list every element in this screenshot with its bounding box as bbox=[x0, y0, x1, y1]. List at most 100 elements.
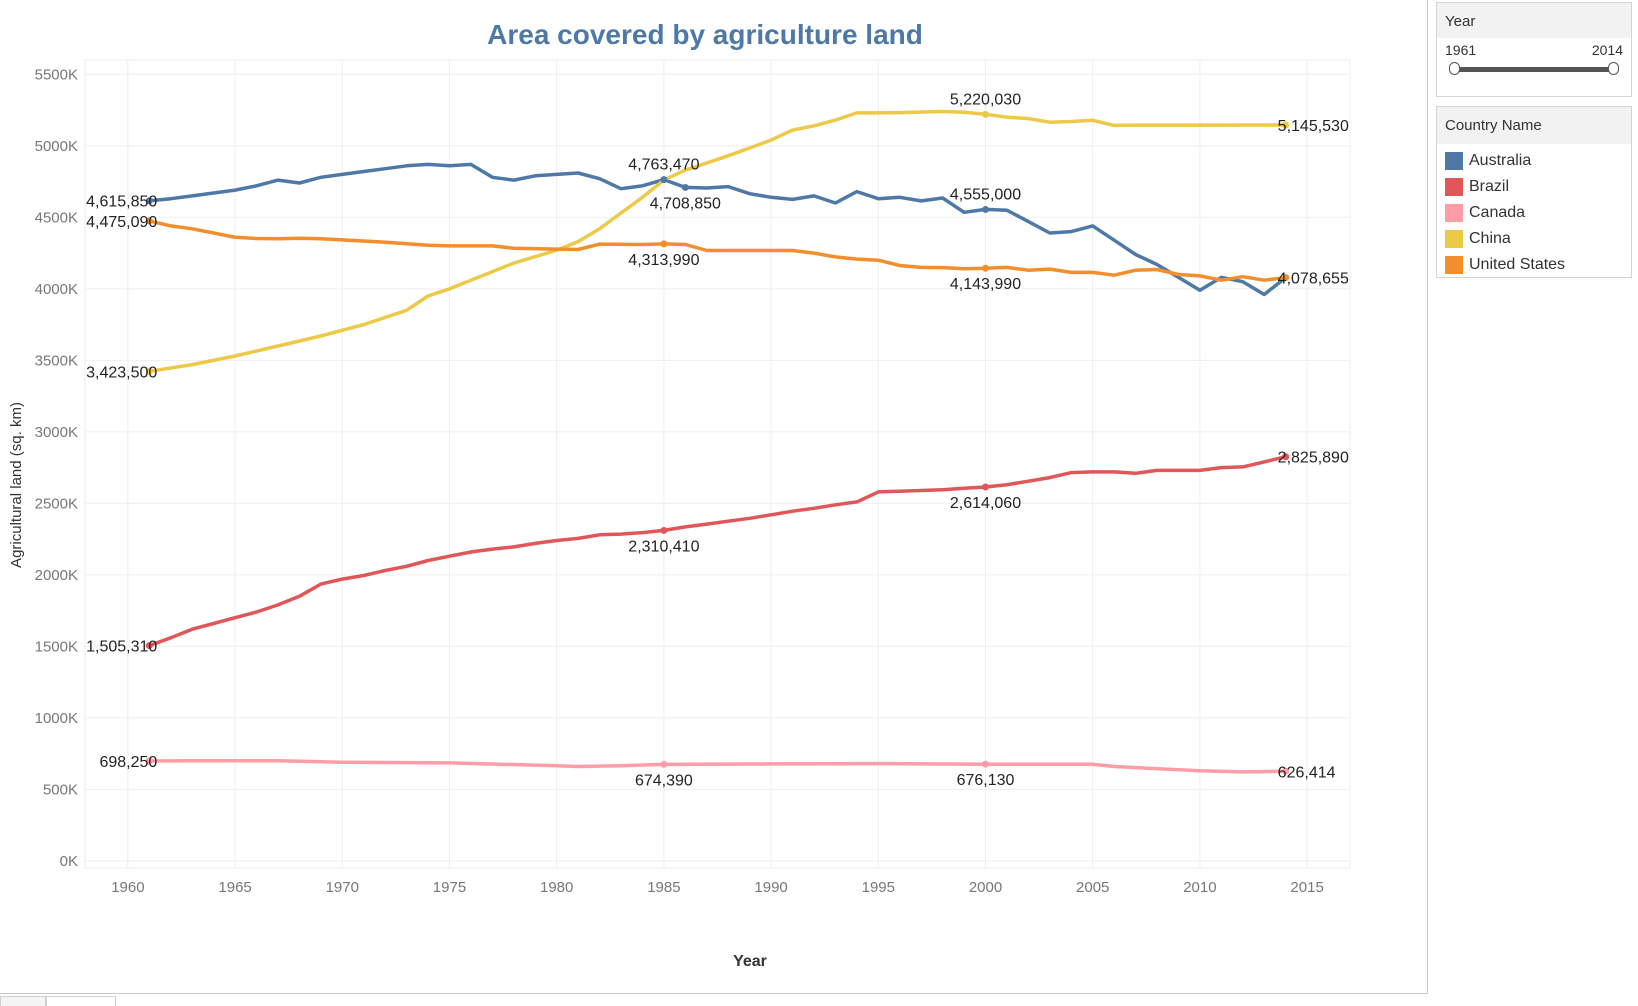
y-tick-label: 1500K bbox=[35, 638, 78, 655]
legend-items: Australia Brazil Canada China United States bbox=[1437, 144, 1631, 278]
legend-label: United States bbox=[1469, 256, 1566, 273]
x-tick-label: 1990 bbox=[754, 879, 787, 896]
legend-item-australia[interactable]: Australia bbox=[1437, 148, 1631, 174]
legend-swatch bbox=[1445, 178, 1463, 196]
data-point-marker[interactable] bbox=[145, 367, 153, 375]
data-label: 2,825,890 bbox=[1278, 450, 1349, 467]
x-tick-label: 1970 bbox=[326, 879, 359, 896]
x-tick-label: 1995 bbox=[862, 879, 895, 896]
data-point-marker[interactable] bbox=[982, 760, 990, 768]
data-label: 4,708,850 bbox=[650, 195, 721, 212]
series-line-china[interactable] bbox=[147, 109, 1288, 374]
y-tick-label: 3500K bbox=[35, 352, 78, 369]
year-slider-max-handle[interactable] bbox=[1608, 62, 1619, 75]
sheet-tab-active[interactable] bbox=[46, 996, 116, 1006]
legend-label: China bbox=[1469, 230, 1511, 247]
x-tick-label: 1980 bbox=[540, 879, 573, 896]
year-slider-min-handle[interactable] bbox=[1449, 62, 1460, 75]
legend-label: Canada bbox=[1469, 204, 1526, 221]
data-label: 676,130 bbox=[957, 772, 1015, 789]
data-point-marker[interactable] bbox=[145, 197, 153, 205]
data-label: 5,145,530 bbox=[1278, 118, 1349, 135]
x-tick-label: 1985 bbox=[647, 879, 680, 896]
legend-item-canada[interactable]: Canada bbox=[1437, 200, 1631, 226]
y-tick-label: 500K bbox=[43, 781, 78, 798]
series-line-canada[interactable] bbox=[147, 758, 1288, 774]
legend-item-united-states[interactable]: United States bbox=[1437, 252, 1631, 278]
year-range-max-label: 2014 bbox=[1591, 42, 1623, 58]
legend-item-brazil[interactable]: Brazil bbox=[1437, 174, 1631, 200]
data-label: 4,078,655 bbox=[1278, 271, 1349, 288]
legend-title: Country Name bbox=[1437, 107, 1631, 144]
data-point-marker[interactable] bbox=[1282, 453, 1290, 461]
y-tick-label: 2000K bbox=[35, 567, 78, 584]
data-point-marker[interactable] bbox=[145, 642, 153, 650]
x-tick-label: 2000 bbox=[969, 879, 1002, 896]
legend-swatch bbox=[1445, 256, 1463, 274]
data-point-marker[interactable] bbox=[982, 110, 990, 118]
data-label: 4,143,990 bbox=[950, 276, 1021, 293]
data-point-marker[interactable] bbox=[982, 483, 990, 491]
series-line-united-states[interactable] bbox=[147, 219, 1288, 282]
series-layer bbox=[147, 109, 1288, 774]
series-line-australia[interactable] bbox=[147, 162, 1288, 297]
data-label: 4,763,470 bbox=[628, 157, 699, 174]
x-tick-label: 1965 bbox=[218, 879, 251, 896]
series-line-brazil[interactable] bbox=[147, 454, 1288, 648]
data-label: 4,475,090 bbox=[86, 214, 157, 231]
data-point-marker[interactable] bbox=[660, 760, 668, 768]
data-label: 674,390 bbox=[635, 772, 693, 789]
y-tick-label: 3000K bbox=[35, 424, 78, 441]
line-chart: 0K 500K 1000K 1500K 2000K 2500K 3000K 3500K 4000… bbox=[8, 19, 1351, 970]
data-label-layer: 4,615,850 4,475,090 3,423,500 1,505,310 698,… bbox=[86, 91, 1349, 789]
data-point-marker[interactable] bbox=[1282, 121, 1290, 129]
data-label: 2,310,410 bbox=[628, 538, 699, 555]
x-tick-label: 2010 bbox=[1183, 879, 1216, 896]
x-tick-label: 2005 bbox=[1076, 879, 1109, 896]
data-label: 4,615,850 bbox=[86, 194, 157, 211]
y-tick-label: 1000K bbox=[35, 710, 78, 727]
x-tick-label: 2015 bbox=[1290, 879, 1323, 896]
data-point-marker[interactable] bbox=[660, 526, 668, 534]
data-label: 4,313,990 bbox=[628, 252, 699, 269]
x-axis-title: Year bbox=[733, 953, 767, 970]
y-tick-label: 0K bbox=[60, 853, 78, 870]
data-label: 3,423,500 bbox=[86, 364, 157, 381]
data-point-marker[interactable] bbox=[982, 264, 990, 272]
legend-swatch bbox=[1445, 152, 1463, 170]
legend-swatch bbox=[1445, 230, 1463, 248]
data-point-marker[interactable] bbox=[145, 217, 153, 225]
data-point-marker[interactable] bbox=[660, 176, 668, 184]
data-label: 2,614,060 bbox=[950, 495, 1021, 512]
y-tick-label: 4500K bbox=[35, 209, 78, 226]
y-axis-title: Agricultural land (sq. km) bbox=[8, 402, 25, 568]
year-range-slider[interactable] bbox=[1437, 58, 1631, 80]
data-point-marker[interactable] bbox=[145, 757, 153, 765]
year-filter-panel: Year 1961 2014 bbox=[1436, 2, 1632, 97]
data-point-marker[interactable] bbox=[660, 240, 668, 248]
data-point-marker[interactable] bbox=[982, 205, 990, 213]
year-slider-track[interactable] bbox=[1453, 67, 1615, 72]
data-point-marker[interactable] bbox=[681, 183, 689, 191]
year-range-labels: 1961 2014 bbox=[1437, 38, 1631, 58]
y-tick-label: 2500K bbox=[35, 495, 78, 512]
year-range-min-label: 1961 bbox=[1445, 42, 1477, 58]
y-tick-label: 5000K bbox=[35, 138, 78, 155]
legend-item-china[interactable]: China bbox=[1437, 226, 1631, 252]
x-axis-ticks: 1960 1965 1970 1975 1980 1985 1990 1995 2000 2005… bbox=[111, 879, 1324, 896]
x-tick-label: 1975 bbox=[433, 879, 466, 896]
y-tick-label: 4000K bbox=[35, 281, 78, 298]
legend-label: Australia bbox=[1469, 152, 1532, 169]
data-label: 1,505,310 bbox=[86, 639, 157, 656]
chart-area: 0K 500K 1000K 1500K 2000K 2500K 3000K 3500K 4000… bbox=[0, 0, 1428, 994]
plot-frame bbox=[84, 59, 1351, 869]
data-point-marker[interactable] bbox=[1282, 767, 1290, 775]
data-label: 698,250 bbox=[99, 754, 157, 771]
sheet-tab-strip bbox=[0, 996, 1638, 1006]
data-label: 4,555,000 bbox=[950, 186, 1021, 203]
data-label: 5,220,030 bbox=[950, 91, 1021, 108]
legend-label: Brazil bbox=[1469, 178, 1510, 195]
data-point-marker[interactable] bbox=[1282, 274, 1290, 282]
sheet-tab[interactable] bbox=[0, 996, 46, 1006]
year-filter-title: Year bbox=[1437, 3, 1631, 38]
